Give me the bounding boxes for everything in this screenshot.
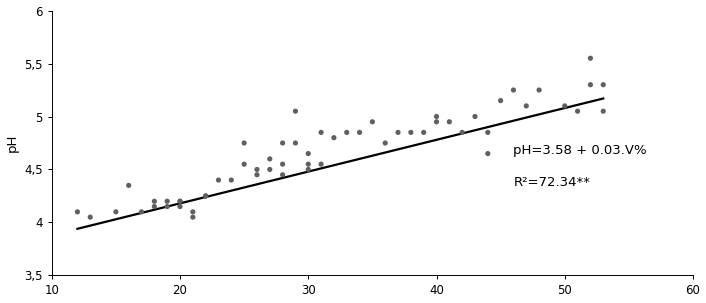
Point <box>136 209 147 214</box>
Point <box>303 167 314 172</box>
Point <box>585 82 596 87</box>
Point <box>341 130 352 135</box>
Point <box>174 199 186 204</box>
Point <box>469 114 481 119</box>
Point <box>328 135 340 140</box>
Text: R²=72.34**: R²=72.34** <box>513 176 590 189</box>
Point <box>277 141 288 145</box>
Point <box>316 162 327 167</box>
Point <box>405 130 417 135</box>
Point <box>457 130 468 135</box>
Point <box>85 215 96 220</box>
Point <box>418 130 429 135</box>
Point <box>239 141 250 145</box>
Point <box>264 156 275 161</box>
Point <box>123 183 134 188</box>
Point <box>431 119 442 124</box>
Point <box>482 130 493 135</box>
Point <box>277 162 288 167</box>
Point <box>431 114 442 119</box>
Point <box>559 104 570 108</box>
Point <box>239 162 250 167</box>
Point <box>187 215 198 220</box>
Point <box>303 162 314 167</box>
Text: pH=3.58 + 0.03.V%: pH=3.58 + 0.03.V% <box>513 144 647 157</box>
Point <box>264 167 275 172</box>
Point <box>289 141 301 145</box>
Point <box>585 56 596 61</box>
Point <box>149 204 160 209</box>
Point <box>174 199 186 204</box>
Point <box>520 104 532 108</box>
Point <box>251 172 263 177</box>
Y-axis label: pH: pH <box>6 134 18 152</box>
Point <box>200 194 211 198</box>
Point <box>162 199 173 204</box>
Point <box>482 151 493 156</box>
Point <box>277 172 288 177</box>
Point <box>354 130 365 135</box>
Point <box>110 209 121 214</box>
Point <box>213 178 224 182</box>
Point <box>149 199 160 204</box>
Point <box>316 130 327 135</box>
Point <box>174 204 186 209</box>
Point <box>162 204 173 209</box>
Point <box>572 109 583 114</box>
Point <box>226 178 237 182</box>
Point <box>72 209 83 214</box>
Point <box>597 109 609 114</box>
Point <box>534 88 545 92</box>
Point <box>443 119 455 124</box>
Point <box>508 88 519 92</box>
Point <box>366 119 378 124</box>
Point <box>380 141 391 145</box>
Point <box>289 109 301 114</box>
Point <box>200 194 211 198</box>
Point <box>495 98 506 103</box>
Point <box>251 167 263 172</box>
Point <box>187 209 198 214</box>
Point <box>597 82 609 87</box>
Point <box>303 151 314 156</box>
Point <box>393 130 404 135</box>
